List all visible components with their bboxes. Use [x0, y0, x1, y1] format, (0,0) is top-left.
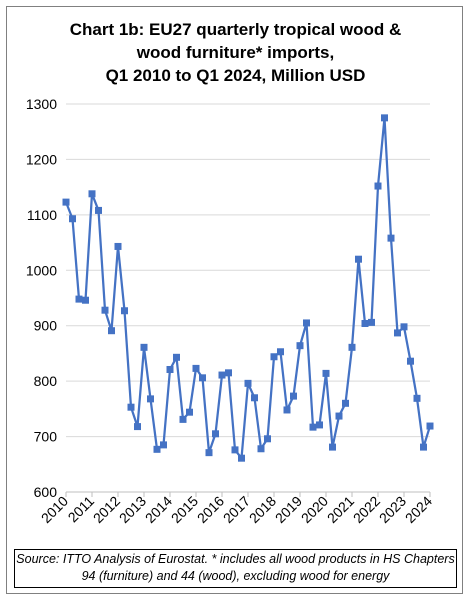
data-point: [199, 374, 206, 382]
data-point: [244, 379, 252, 387]
data-point: [238, 454, 245, 462]
data-point: [329, 443, 336, 451]
source-note-line-2: 94 (furniture) and 44 (wood), excluding …: [81, 569, 390, 583]
chart-title-line-3: Q1 2010 to Q1 2024, Million USD: [105, 66, 366, 85]
y-tick-label: 1100: [27, 207, 57, 223]
data-point: [283, 406, 291, 414]
data-point: [69, 215, 76, 223]
data-point: [192, 364, 200, 372]
data-point: [348, 343, 356, 351]
data-point: [420, 443, 427, 451]
data-point: [153, 445, 161, 453]
data-point: [270, 353, 278, 361]
data-point: [127, 403, 135, 411]
data-point: [394, 329, 401, 337]
data-point: [205, 449, 213, 457]
data-point: [147, 395, 154, 403]
data-point: [303, 319, 310, 327]
y-tick-label: 1000: [26, 262, 57, 278]
data-point: [290, 392, 297, 400]
y-tick-label: 1300: [26, 96, 57, 112]
x-tick-label: 2012: [90, 493, 123, 526]
x-tick-label: 2022: [350, 493, 383, 526]
data-point: [342, 399, 349, 407]
data-point: [134, 423, 141, 431]
data-point: [257, 445, 265, 453]
data-point: [296, 342, 304, 350]
series-line: [64, 116, 432, 460]
data-point: [218, 371, 226, 379]
chart-title-line-1: Chart 1b: EU27 quarterly tropical wood &: [69, 20, 402, 39]
data-point: [277, 348, 284, 356]
x-tick-label: 2018: [246, 493, 279, 526]
data-point: [355, 255, 362, 263]
data-point: [186, 408, 193, 416]
x-tick-label: 2011: [65, 493, 98, 526]
data-point: [368, 318, 375, 326]
data-point: [322, 369, 330, 377]
source-note-line-1: Source: ITTO Analysis of Eurostat. * inc…: [16, 552, 455, 566]
data-point: [212, 430, 219, 438]
data-point: [101, 306, 109, 314]
data-point: [108, 327, 115, 335]
data-point: [316, 421, 323, 429]
data-point: [381, 114, 388, 122]
x-tick-label: 2021: [324, 493, 357, 526]
data-point: [160, 441, 167, 449]
source-note: Source: ITTO Analysis of Eurostat. * inc…: [14, 549, 457, 588]
y-tick-label: 900: [34, 318, 58, 334]
y-tick-label: 1200: [26, 151, 57, 167]
data-point: [374, 182, 382, 190]
data-point: [82, 296, 89, 304]
data-point: [95, 206, 102, 214]
data-point: [88, 190, 96, 198]
data-point: [335, 412, 343, 420]
data-point: [387, 234, 395, 242]
data-point: [361, 319, 369, 327]
x-tick-label: 2020: [298, 493, 331, 526]
data-point: [75, 295, 83, 303]
x-tick-label: 2017: [220, 493, 253, 526]
x-tick-label: 2024: [402, 493, 435, 526]
data-point: [140, 343, 148, 351]
data-point: [173, 353, 180, 361]
x-tick-label: 2016: [194, 493, 227, 526]
x-tick-label: 2014: [142, 493, 175, 526]
data-point: [426, 422, 434, 430]
chart-title-line-2: wood furniture* imports,: [136, 43, 335, 62]
data-point: [166, 366, 174, 374]
data-point: [121, 307, 128, 315]
data-point: [264, 435, 271, 443]
data-point: [309, 423, 317, 431]
x-tick-label: 2023: [376, 493, 409, 526]
y-tick-label: 600: [34, 484, 58, 500]
data-point: [407, 357, 414, 365]
data-point: [251, 394, 258, 402]
data-point: [179, 415, 187, 423]
data-point: [62, 198, 70, 206]
x-tick-label: 2019: [272, 493, 305, 526]
data-point: [225, 369, 232, 377]
x-tick-label: 2013: [116, 493, 149, 526]
data-point: [231, 446, 239, 454]
y-tick-label: 700: [34, 429, 58, 445]
data-point: [413, 394, 421, 402]
chart-title: Chart 1b: EU27 quarterly tropical wood &…: [0, 18, 471, 87]
x-tick-label: 2015: [168, 493, 201, 526]
y-tick-label: 800: [34, 373, 58, 389]
data-point: [400, 323, 408, 331]
data-point: [114, 242, 122, 250]
